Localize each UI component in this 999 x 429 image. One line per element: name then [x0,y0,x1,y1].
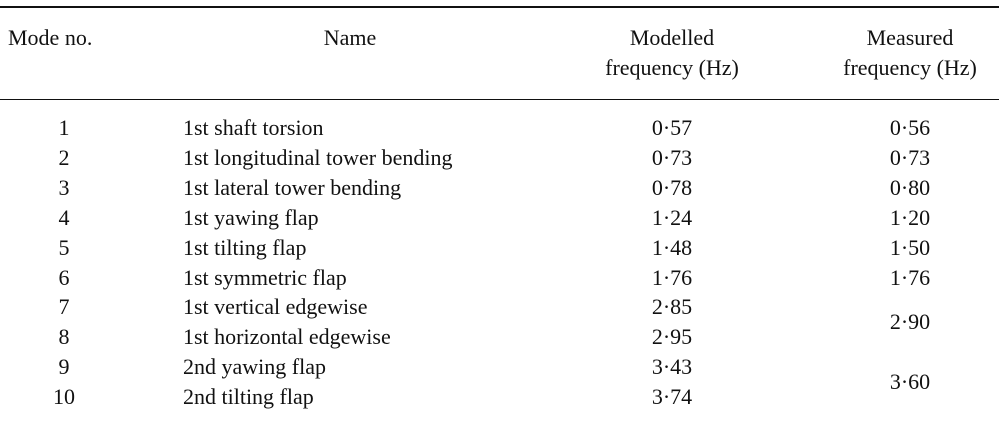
measured-frequency: 1·20 [889,204,931,230]
top-rule [0,6,999,8]
header-cell: Mode no. [8,25,93,50]
mode-number: 8 [58,324,70,350]
mode-name: 1st horizontal edgewise [183,324,391,350]
mode-name: 1st longitudinal tower bending [183,144,453,170]
mode-number: 1 [58,115,70,140]
mode-name: 1st tilting flap [183,234,307,260]
measured-frequency: 2·90 [889,309,931,335]
header-rule [0,99,999,100]
header-cell: frequency (Hz) [605,55,739,80]
modelled-frequency: 1·24 [651,204,693,230]
mode-number: 4 [58,204,70,230]
mode-name: 1st lateral tower bending [183,174,402,200]
modelled-frequency: 1·76 [651,264,693,290]
mode-number: 5 [58,234,70,260]
modelled-frequency: 0·78 [651,174,693,200]
mode-name: 1st yawing flap [183,204,319,230]
modelled-frequency: 0·57 [651,115,693,140]
header-cell: Name [323,25,377,50]
modelled-frequency: 2·95 [651,324,693,350]
header-cell: frequency (Hz) [843,55,977,80]
header-cell: Modelled [629,25,715,50]
mode-number: 2 [58,144,70,170]
mode-name: 1st symmetric flap [183,264,347,290]
modelled-frequency: 2·85 [651,294,693,320]
measured-frequency: 0·73 [889,144,931,170]
header-cell: Measured [866,25,954,50]
mode-name: 2nd tilting flap [183,384,314,410]
mode-number: 3 [58,174,70,200]
modelled-frequency: 1·48 [651,234,693,260]
measured-frequency: 3·60 [889,369,931,395]
mode-number: 6 [58,264,70,290]
modelled-frequency: 3·43 [651,354,693,380]
measured-frequency: 1·76 [889,264,931,290]
mode-number: 9 [58,354,70,380]
modelled-frequency: 3·74 [651,384,693,410]
mode-name: 2nd yawing flap [183,354,326,380]
mode-number: 7 [58,294,70,320]
measured-frequency: 0·80 [889,174,931,200]
mode-name: 1st vertical edgewise [183,294,368,320]
measured-frequency: 1·50 [889,234,931,260]
mode-name: 1st shaft torsion [183,115,324,140]
mode-number: 10 [53,384,75,410]
modelled-frequency: 0·73 [651,144,693,170]
measured-frequency: 0·56 [889,115,931,140]
